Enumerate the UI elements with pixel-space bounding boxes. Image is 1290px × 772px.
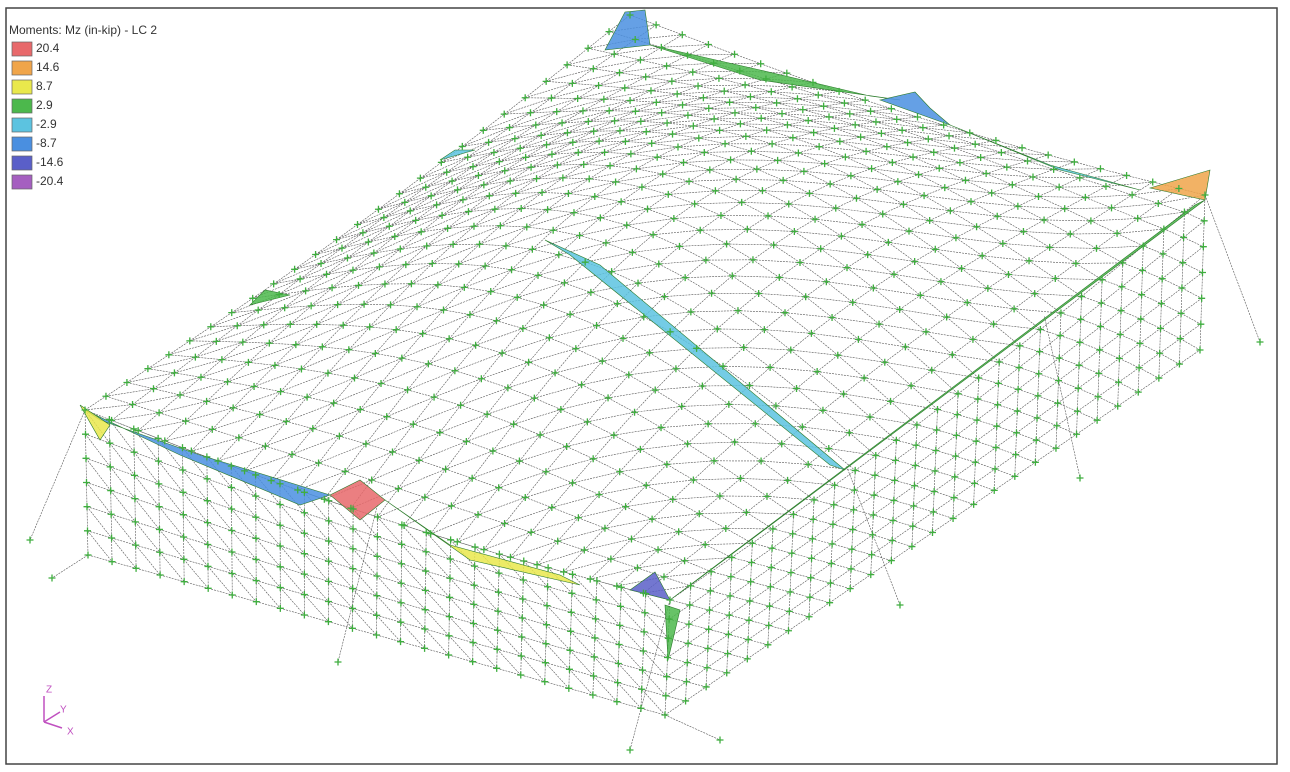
- moment-diagram: [79, 404, 111, 441]
- legend-label: 8.7: [36, 79, 53, 93]
- legend-label: 2.9: [36, 98, 53, 112]
- moment-diagram: [1148, 169, 1211, 201]
- node-markers: [26, 11, 1264, 754]
- legend-label: -14.6: [36, 155, 64, 169]
- frame: [5, 7, 1278, 765]
- axis-x: X: [67, 727, 74, 738]
- moment-diagram: [249, 289, 291, 306]
- axis-y: Y: [60, 705, 67, 716]
- triad-lines: [43, 696, 63, 729]
- legend-label: -2.9: [36, 117, 57, 131]
- legend-label: 14.6: [36, 60, 60, 74]
- moment-diagram: [544, 239, 846, 471]
- model: [26, 9, 1264, 754]
- legend-label: -8.7: [36, 136, 57, 150]
- legend-swatch: [11, 174, 33, 190]
- legend-swatch: [11, 155, 33, 171]
- legend: Moments: Mz (in-kip) - LC 2 20.4 14.6 8.7 2…: [9, 23, 157, 190]
- moment-diagram: [439, 149, 476, 161]
- moment-diagram: [878, 91, 951, 126]
- legend-swatch: [11, 60, 33, 76]
- legend-swatch: [11, 41, 33, 57]
- legend-title: Moments: Mz (in-kip) - LC 2: [9, 23, 157, 37]
- axis-triad: [43, 696, 63, 729]
- legend-swatch: [11, 136, 33, 152]
- moment-diagram: [949, 124, 1141, 191]
- legend-swatch: [11, 79, 33, 95]
- moment-diagram: [604, 9, 651, 51]
- axis-z: Z: [46, 685, 52, 696]
- legend-label: 20.4: [36, 41, 60, 55]
- legend-swatch: [11, 98, 33, 114]
- legend-swatch: [11, 117, 33, 133]
- moment-diagram: [384, 499, 581, 586]
- legend-label: -20.4: [36, 174, 64, 188]
- moment-diagram: [649, 44, 901, 101]
- moment-diagram: [629, 571, 671, 601]
- moment-diagram: [669, 199, 1206, 601]
